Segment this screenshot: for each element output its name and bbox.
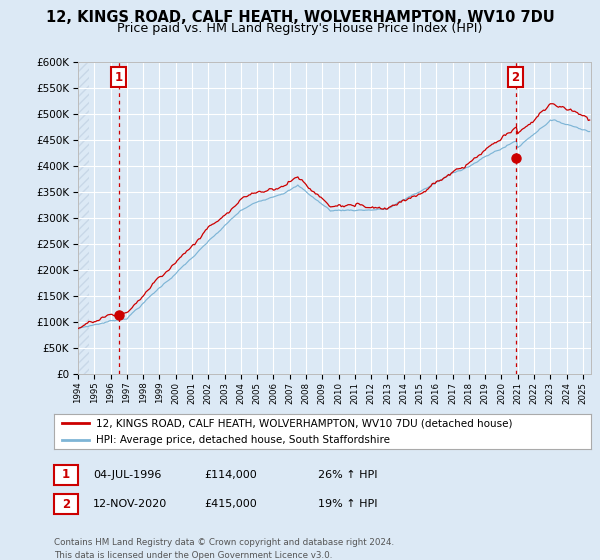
Text: £114,000: £114,000 [204, 470, 257, 480]
Text: Contains HM Land Registry data © Crown copyright and database right 2024.
This d: Contains HM Land Registry data © Crown c… [54, 538, 394, 560]
Text: £415,000: £415,000 [204, 499, 257, 509]
Bar [78, 62, 89, 374]
Text: 1: 1 [115, 71, 123, 84]
Text: 04-JUL-1996: 04-JUL-1996 [93, 470, 161, 480]
Bar [78, 62, 89, 374]
Text: 26% ↑ HPI: 26% ↑ HPI [318, 470, 377, 480]
Text: 12-NOV-2020: 12-NOV-2020 [93, 499, 167, 509]
Text: 2: 2 [62, 497, 70, 511]
Text: 2: 2 [512, 71, 520, 84]
Text: 19% ↑ HPI: 19% ↑ HPI [318, 499, 377, 509]
Text: 12, KINGS ROAD, CALF HEATH, WOLVERHAMPTON, WV10 7DU: 12, KINGS ROAD, CALF HEATH, WOLVERHAMPTO… [46, 10, 554, 25]
Text: 12, KINGS ROAD, CALF HEATH, WOLVERHAMPTON, WV10 7DU (detached house): 12, KINGS ROAD, CALF HEATH, WOLVERHAMPTO… [96, 418, 512, 428]
Text: 1: 1 [62, 469, 70, 482]
Text: HPI: Average price, detached house, South Staffordshire: HPI: Average price, detached house, Sout… [96, 435, 390, 445]
Text: Price paid vs. HM Land Registry's House Price Index (HPI): Price paid vs. HM Land Registry's House … [118, 22, 482, 35]
